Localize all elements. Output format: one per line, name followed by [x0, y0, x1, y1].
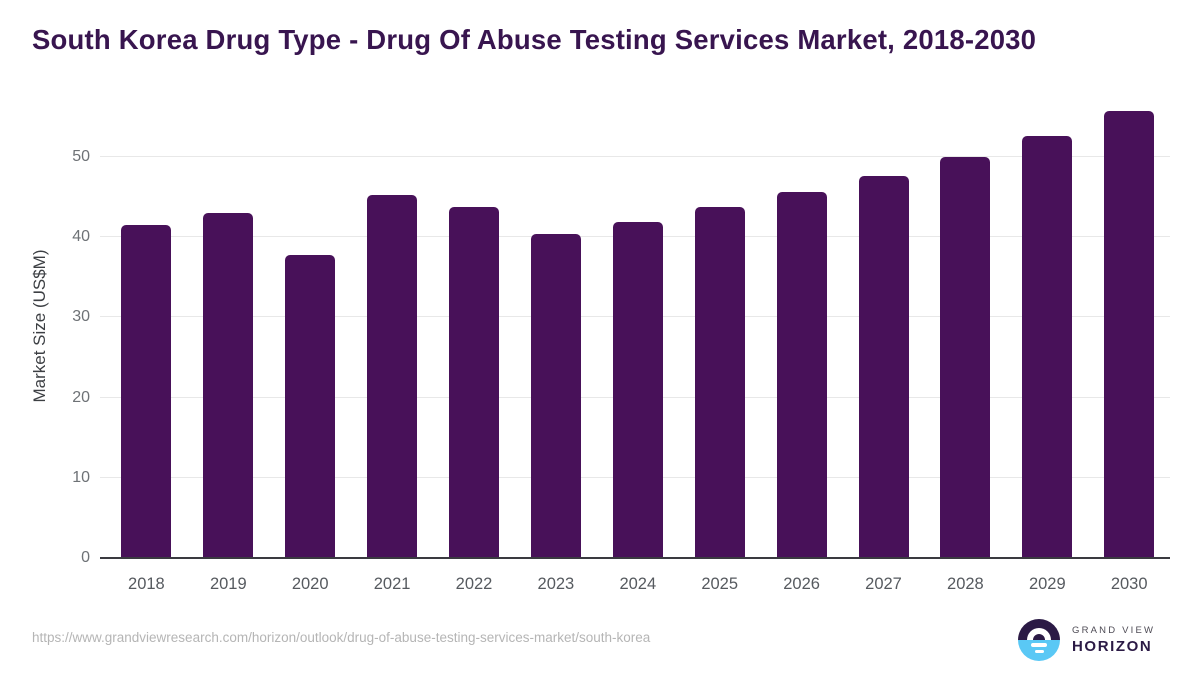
- bar-2027: [858, 176, 909, 558]
- bar-2026: [776, 192, 827, 558]
- bar-2029: [1022, 135, 1073, 558]
- logo-product-name: HORIZON: [1072, 638, 1153, 655]
- y-tick-label: 40: [72, 228, 90, 246]
- logo-sea-half: [1018, 640, 1060, 661]
- x-category-label: 2022: [455, 575, 493, 593]
- bar-2018: [121, 225, 172, 558]
- x-category-label: 2028: [947, 575, 984, 593]
- y-tick-label: 20: [72, 388, 90, 406]
- source-url: https://www.grandviewresearch.com/horizo…: [32, 630, 651, 645]
- logo-wordmark: GRAND VIEW HORIZON: [1072, 625, 1155, 655]
- x-axis-line: [100, 557, 1170, 559]
- bar-2020: [285, 254, 336, 558]
- logo-sky-half: [1018, 619, 1060, 640]
- bar-2024: [612, 221, 663, 558]
- sun-core-icon: [1033, 634, 1045, 640]
- y-tick-label: 30: [72, 308, 90, 326]
- sun-reflection-line: [1031, 643, 1047, 647]
- bar-2019: [203, 212, 254, 558]
- x-category-label: 2018: [128, 575, 165, 593]
- y-tick-label: 10: [72, 468, 90, 486]
- bar-2022: [449, 206, 499, 558]
- x-category-label: 2026: [783, 575, 820, 593]
- x-category-label: 2020: [291, 575, 329, 593]
- x-category-label: 2029: [1028, 575, 1066, 593]
- x-category-label: 2023: [537, 575, 575, 593]
- bar-2030: [1104, 111, 1155, 558]
- bar-2023: [530, 233, 581, 558]
- x-category-label: 2024: [619, 575, 657, 593]
- x-category-label: 2025: [701, 575, 739, 593]
- y-tick-label: 50: [72, 147, 90, 165]
- horizon-sunrise-icon: [1018, 619, 1060, 661]
- x-category-label: 2030: [1110, 575, 1148, 593]
- bar-2025: [694, 207, 745, 558]
- logo-brand-name: GRAND VIEW: [1072, 625, 1156, 636]
- bar-2028: [940, 156, 991, 558]
- sun-reflection-line: [1034, 649, 1044, 653]
- gridline: [100, 155, 1170, 157]
- y-tick-label: 0: [81, 549, 90, 566]
- chart-title: South Korea Drug Type - Drug Of Abuse Te…: [32, 24, 1037, 55]
- x-category-label: 2021: [373, 575, 411, 593]
- x-category-label: 2019: [209, 575, 247, 593]
- x-category-label: 2027: [865, 575, 902, 593]
- bar-2021: [367, 195, 418, 558]
- plot-area: [100, 95, 1170, 559]
- grand-view-horizon-logo: GRAND VIEW HORIZON: [1018, 619, 1155, 661]
